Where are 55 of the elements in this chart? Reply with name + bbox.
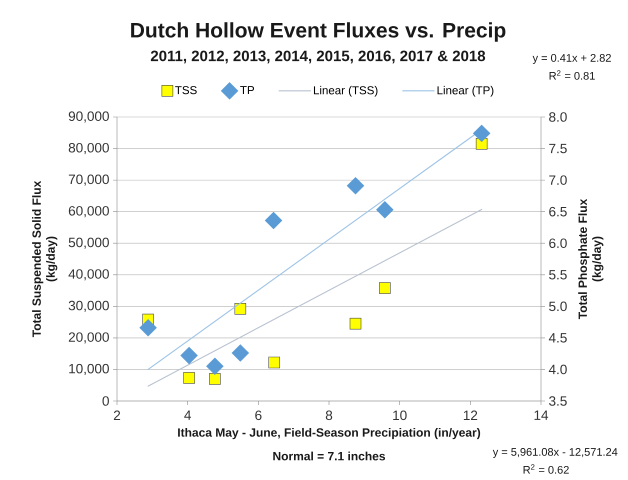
y-tick-label: 40,000 <box>68 269 109 280</box>
y-tick-label: 20,000 <box>68 332 109 344</box>
y2-tick-label: 5.0 <box>549 302 567 312</box>
y2-tick-label: 6.0 <box>549 238 567 248</box>
y2-tick-label: 7.5 <box>549 144 567 154</box>
text: R$^{2}$ = 0.81 <box>550 70 595 80</box>
point <box>206 358 224 375</box>
x-axis-title: Ithaca May - June, Field-Season Precipiation (in/year) <box>178 428 480 440</box>
x-tick-label: 2 <box>114 410 120 420</box>
point <box>346 177 364 194</box>
legend-label: Linear (TP) <box>438 86 494 97</box>
y-tick-label: 90,000 <box>68 111 109 123</box>
y-axis-title: Total Suspended Solid Flux (kg/day) <box>32 180 58 338</box>
legend-label: TP <box>240 86 254 94</box>
chart-subtitle: 2011, 2012, 2013, 2014, 2015, 2016, 2017 & 2018 <box>150 50 486 64</box>
text: R$^{2}$ = 0.62 <box>524 464 569 474</box>
y2-axis-title: Total Phosphate Flux (kg/day) <box>578 198 604 320</box>
text: Normal = 7.1 inches <box>273 452 386 460</box>
y2-tick-label: 7.0 <box>549 175 567 185</box>
chart-title: Dutch Hollow Event Fluxes vs. Precip <box>131 22 506 42</box>
y2-tick-label: 3.5 <box>549 396 567 406</box>
text: y = 5,961.08x - 12,571.24 <box>492 448 618 458</box>
x-tick-label: 12 <box>464 410 478 420</box>
y2-tick-label: 4.5 <box>548 333 567 343</box>
y2-tick-label: 5.5 <box>549 270 567 280</box>
y-tick-label: 10,000 <box>69 364 109 376</box>
legend-label: Linear (TSS) <box>314 86 378 97</box>
y-tick-label: 50,000 <box>68 238 109 249</box>
point <box>139 319 157 336</box>
legend-label: TSS <box>175 86 197 94</box>
y-tick-label: 30,000 <box>68 300 109 312</box>
point <box>264 212 282 230</box>
point <box>232 344 249 362</box>
x-tick-label: 10 <box>393 410 407 420</box>
point <box>209 373 221 385</box>
point <box>473 124 490 142</box>
x-tick-label: 8 <box>326 410 332 420</box>
point <box>268 356 280 368</box>
point <box>180 346 198 364</box>
y-tick-label: 60,000 <box>68 206 109 218</box>
x-tick-label: 4 <box>184 410 192 420</box>
y2-tick-label: 8.0 <box>549 112 567 122</box>
point <box>183 372 195 384</box>
x-tick-label: 14 <box>534 410 548 420</box>
x-tick-label: 6 <box>255 410 262 420</box>
y2-tick-label: 6.5 <box>549 206 567 216</box>
y-tick-label: 70,000 <box>68 174 109 186</box>
y-tick-label: 80,000 <box>68 142 109 154</box>
point <box>379 282 391 294</box>
point <box>376 201 394 218</box>
text: y = 0.41x + 2.82 <box>532 54 611 64</box>
point <box>234 303 246 315</box>
y-tick-label: 0 <box>102 396 109 406</box>
y2-tick-label: 4.0 <box>548 364 567 374</box>
point <box>350 318 362 330</box>
